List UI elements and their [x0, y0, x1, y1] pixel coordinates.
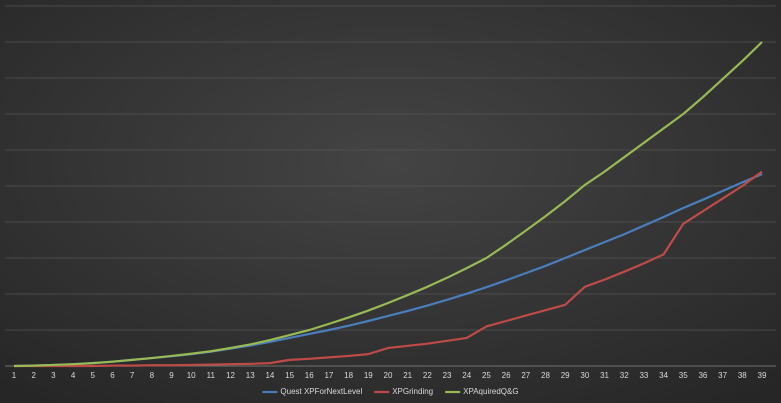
- x-tick-label: 13: [246, 371, 255, 380]
- x-tick-label: 10: [187, 371, 196, 380]
- x-tick-label: 20: [384, 371, 393, 380]
- x-tick-label: 11: [207, 371, 216, 380]
- legend-label: XPGrinding: [392, 387, 433, 396]
- x-tick-label: 22: [423, 371, 432, 380]
- x-tick-label: 27: [521, 371, 530, 380]
- x-tick-label: 8: [150, 371, 155, 380]
- x-tick-label: 25: [482, 371, 491, 380]
- x-tick-label: 3: [51, 371, 56, 380]
- x-tick-label: 4: [71, 371, 76, 380]
- x-tick-label: 37: [718, 371, 727, 380]
- legend-label: Quest XPForNextLevel: [280, 387, 362, 396]
- x-tick-label: 33: [639, 371, 648, 380]
- x-tick-label: 14: [265, 371, 274, 380]
- x-tick-label: 30: [580, 371, 589, 380]
- series-line: [14, 170, 763, 368]
- x-tick-label: 2: [31, 371, 36, 380]
- x-tick-label: 31: [600, 371, 609, 380]
- x-tick-label: 29: [561, 371, 570, 380]
- x-tick-label: 18: [344, 371, 353, 380]
- x-tick-label: 7: [130, 371, 135, 380]
- x-tick-label: 16: [305, 371, 314, 380]
- x-tick-label: 9: [169, 371, 174, 380]
- x-tick-label: 1: [12, 371, 17, 380]
- x-tick-label: 15: [285, 371, 294, 380]
- x-tick-label: 28: [541, 371, 550, 380]
- x-tick-label: 36: [698, 371, 707, 380]
- x-tick-label: 5: [91, 371, 96, 380]
- legend-label: XPAquiredQ&G: [463, 387, 518, 396]
- x-tick-label: 32: [620, 371, 629, 380]
- x-tick-label: 19: [364, 371, 373, 380]
- x-tick-label: 39: [758, 371, 767, 380]
- x-tick-label: 38: [738, 371, 747, 380]
- x-tick-label: 34: [659, 371, 668, 380]
- series-line: [13, 41, 763, 368]
- x-tick-label: 35: [679, 371, 688, 380]
- x-tick-label: 23: [443, 371, 452, 380]
- x-tick-label: 12: [226, 371, 235, 380]
- x-tick-label: 26: [502, 371, 511, 380]
- x-tick-label: 17: [324, 371, 333, 380]
- x-tick-label: 6: [110, 371, 115, 380]
- x-tick-label: 24: [462, 371, 471, 380]
- x-tick-label: 21: [403, 371, 412, 380]
